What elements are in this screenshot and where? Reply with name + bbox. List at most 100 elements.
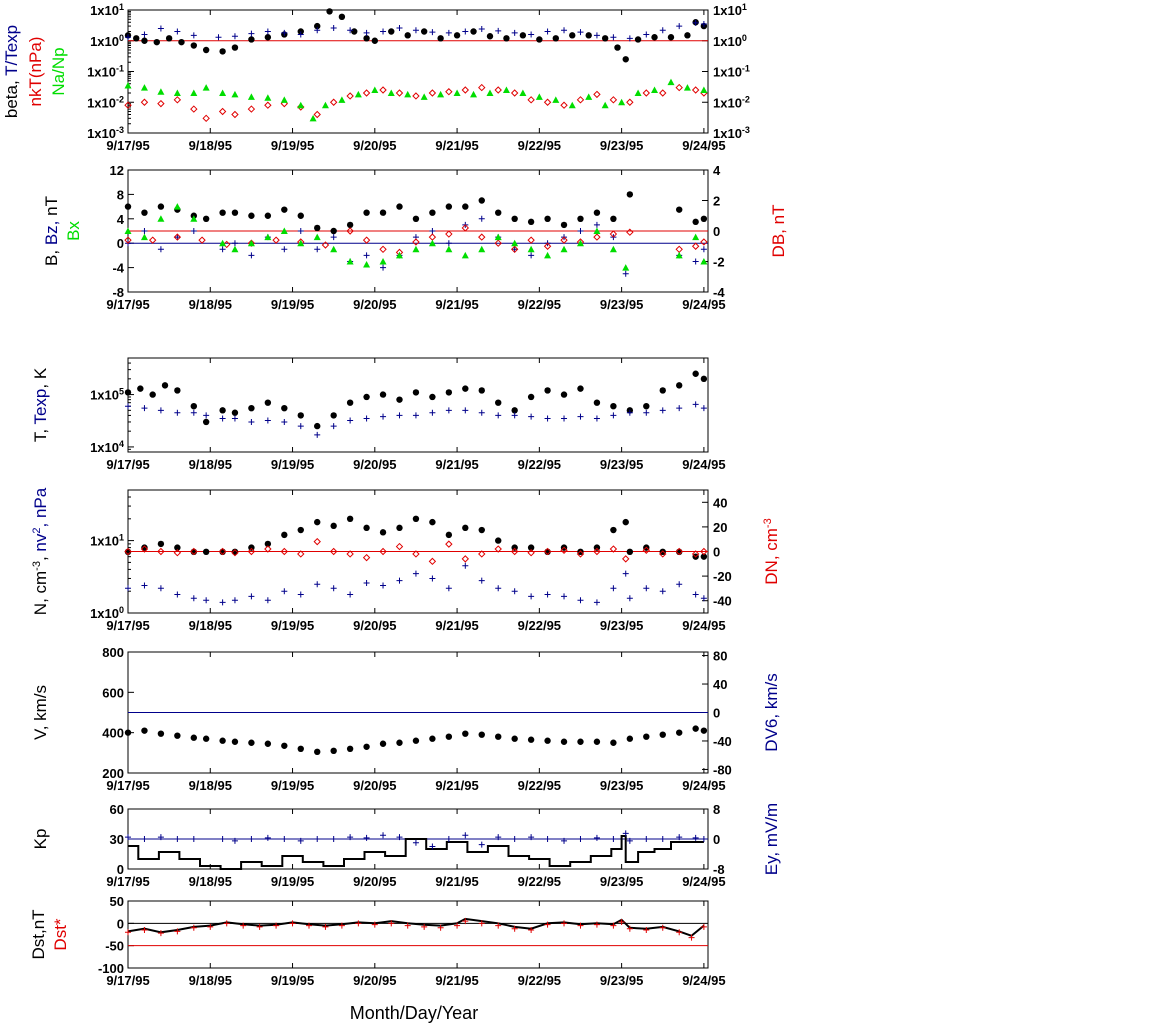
data-point (527, 736, 535, 743)
data-point (354, 90, 362, 98)
data-point (395, 251, 403, 259)
data-point (544, 836, 551, 842)
x-tick-label: 9/17/95 (106, 778, 149, 793)
x-tick-label: 9/18/95 (189, 457, 232, 472)
data-point (593, 32, 600, 39)
data-point (219, 599, 226, 606)
x-tick-label: 9/20/95 (353, 874, 396, 889)
x-tick-label: 9/24/95 (682, 138, 725, 153)
series-line (128, 835, 704, 870)
series-2-red (125, 918, 707, 941)
data-point (190, 409, 197, 416)
x-tick-label: 9/20/95 (353, 618, 396, 633)
data-point (700, 215, 708, 222)
data-point (453, 89, 461, 96)
data-point (429, 29, 436, 36)
data-point (281, 418, 288, 425)
data-point (404, 922, 411, 929)
data-point (140, 233, 148, 241)
data-point (445, 29, 452, 36)
data-point (396, 524, 403, 532)
data-point (173, 233, 182, 241)
data-point (248, 36, 255, 43)
data-point (380, 582, 387, 589)
data-point (396, 739, 403, 746)
data-point (380, 28, 387, 35)
data-point (412, 570, 419, 577)
data-point (412, 92, 420, 100)
data-point (445, 203, 453, 210)
data-point (362, 236, 371, 244)
data-point (478, 731, 485, 738)
data-point (202, 114, 210, 123)
data-point (675, 245, 683, 254)
data-point (329, 98, 338, 106)
data-point (494, 239, 502, 247)
data-point (495, 209, 502, 216)
data-point (560, 221, 568, 229)
data-point (622, 570, 629, 577)
data-point (190, 734, 198, 741)
data-point (692, 401, 699, 408)
data-point (218, 107, 227, 116)
data-point (178, 38, 185, 46)
plot-frame (127, 9, 709, 134)
data-point (190, 215, 198, 222)
data-point (297, 526, 304, 534)
data-point (231, 549, 239, 557)
data-point (281, 588, 288, 595)
data-point (190, 836, 197, 842)
y-tick-label: 50 (110, 894, 124, 909)
data-point (363, 579, 370, 586)
y-tick-label: 0 (117, 236, 124, 251)
data-point (478, 83, 486, 92)
data-point (412, 737, 420, 744)
data-point (395, 89, 404, 97)
data-point (626, 409, 633, 416)
x-tick-label: 9/20/95 (353, 457, 396, 472)
x-tick-label: 9/21/95 (435, 778, 478, 793)
data-point (412, 515, 420, 523)
data-point (626, 925, 633, 932)
data-point (355, 920, 362, 927)
data-point (462, 832, 469, 839)
data-point (519, 89, 527, 96)
data-point (297, 101, 305, 109)
data-point (429, 518, 436, 526)
data-point (219, 415, 226, 422)
data-point (141, 209, 148, 216)
data-point (404, 32, 411, 39)
data-point (445, 389, 453, 396)
x-tick-label: 9/22/95 (518, 297, 561, 312)
data-point (528, 927, 535, 934)
data-point (494, 545, 502, 553)
data-point (248, 739, 255, 746)
data-point (297, 591, 304, 598)
data-point (297, 412, 304, 419)
y2-tick-label: -80 (713, 762, 732, 777)
data-point (173, 96, 182, 104)
data-point (388, 28, 395, 35)
data-point (280, 227, 288, 234)
data-point (543, 98, 552, 106)
data-point (157, 834, 164, 841)
data-point (157, 246, 164, 253)
y2-tick-label: 0 (713, 706, 720, 721)
x-tick-label: 9/24/95 (682, 778, 725, 793)
data-point (609, 245, 617, 253)
data-point (371, 921, 378, 928)
data-point (577, 385, 584, 392)
y-tick-label: 60 (110, 802, 124, 817)
data-point (248, 593, 255, 600)
data-point (462, 918, 469, 925)
data-point (326, 8, 333, 15)
data-point (314, 246, 321, 253)
data-point (577, 413, 584, 420)
data-point (412, 215, 420, 222)
data-point (153, 38, 160, 46)
data-point (478, 409, 485, 416)
data-point (544, 28, 551, 35)
data-point (462, 730, 469, 737)
x-tick-label: 9/20/95 (353, 973, 396, 988)
data-point (141, 727, 148, 734)
